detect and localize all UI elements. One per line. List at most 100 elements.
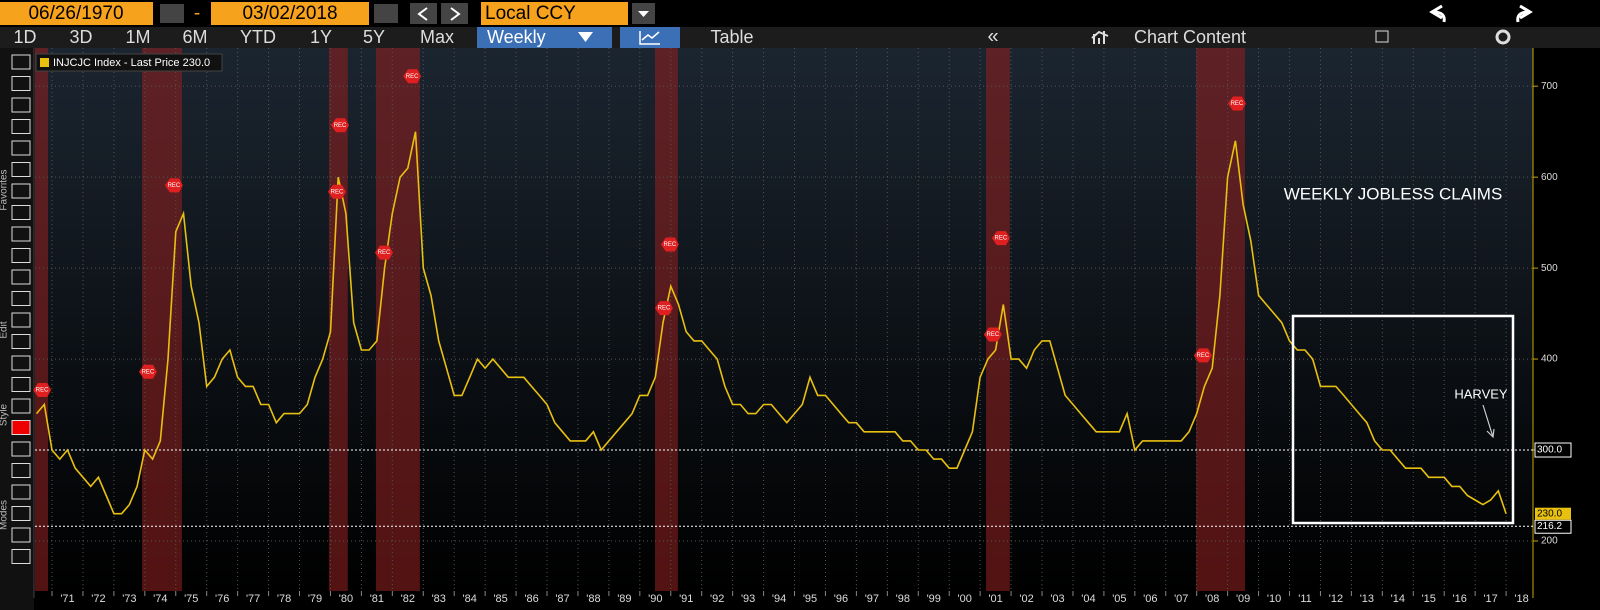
recession-label: REC: [378, 250, 391, 256]
recession-marker: [983, 327, 1002, 342]
side-label: Favorites: [0, 169, 10, 210]
tool-icon[interactable]: [11, 119, 31, 134]
x-tick-label: '82: [401, 593, 415, 605]
undo[interactable]: [1429, 4, 1446, 23]
recession-label: REC: [142, 369, 155, 375]
calendar-button[interactable]: [374, 4, 398, 23]
tool-icon[interactable]: [11, 441, 31, 457]
frequency: Weekly: [487, 27, 546, 47]
collapse[interactable]: «: [987, 25, 998, 47]
x-tick-label: '90: [648, 593, 662, 605]
tool-icon[interactable]: [11, 162, 31, 177]
next-button[interactable]: [441, 3, 468, 24]
tool-icon[interactable]: [11, 484, 31, 500]
x-tick-label: '15: [1422, 593, 1436, 605]
tool-icon[interactable]: [11, 54, 31, 70]
date-box[interactable]: [0, 2, 153, 25]
chart-type-button[interactable]: [620, 27, 680, 48]
tool-icon[interactable]: [11, 226, 31, 242]
tool-icon[interactable]: [11, 549, 31, 564]
x-tick-label: '97: [865, 593, 879, 605]
tool-icon[interactable]: [11, 291, 31, 306]
range-button[interactable]: 5Y: [363, 27, 385, 47]
range-button[interactable]: 1Y: [310, 27, 332, 47]
tool-icon[interactable]: [11, 183, 31, 199]
recession-label: REC: [331, 189, 344, 195]
tool-icon[interactable]: [11, 506, 31, 521]
recession-band: [375, 48, 420, 591]
x-tick-label: '88: [586, 593, 600, 605]
low-label: 216.2: [1537, 521, 1562, 532]
recession-band: [654, 48, 678, 591]
x-tick-label: '12: [1329, 593, 1343, 605]
x-tick-label: '99: [927, 593, 941, 605]
tool-icon[interactable]: [11, 398, 31, 414]
x-tick-label: '16: [1453, 593, 1467, 605]
x-tick-label: '06: [1143, 593, 1157, 605]
tool-icon[interactable]: [11, 463, 31, 478]
x-tick-label: '92: [710, 593, 724, 605]
tool-icon[interactable]: [11, 377, 31, 392]
tool-icon[interactable]: [11, 205, 31, 220]
x-tick-label: '00: [958, 593, 972, 605]
recession-marker: [164, 178, 183, 193]
dash: -: [194, 3, 200, 24]
range-button[interactable]: 1M: [125, 27, 150, 47]
tool-icon[interactable]: [11, 420, 31, 435]
tool-icon[interactable]: [11, 248, 31, 263]
x-tick-label: '02: [1019, 593, 1033, 605]
tool-icon[interactable]: [11, 76, 31, 91]
x-tick-label: '09: [1236, 593, 1250, 605]
y-tick-label: 400: [1541, 354, 1558, 365]
prev-icon: [417, 7, 428, 21]
tool-icon[interactable]: [11, 527, 31, 543]
reference-label: 300.0: [1537, 445, 1562, 456]
recession-band: [986, 48, 1010, 591]
recession-marker: [1227, 96, 1246, 111]
range-button[interactable]: 3D: [69, 27, 92, 47]
chart-content[interactable]: Chart Content: [1134, 27, 1246, 47]
x-tick-label: '85: [493, 593, 507, 605]
currency: Local CCY: [485, 3, 576, 24]
recession-label: REC: [986, 332, 999, 338]
range-button[interactable]: 1D: [13, 27, 36, 47]
next-icon: [450, 7, 461, 21]
edit-icon[interactable]: [1375, 30, 1389, 43]
x-tick-label: '84: [463, 593, 477, 605]
x-tick-label: '93: [741, 593, 755, 605]
x-tick-label: '10: [1267, 593, 1281, 605]
tool-icon[interactable]: [11, 97, 31, 113]
dropdown-icon: [638, 11, 649, 17]
currency-box[interactable]: [481, 2, 628, 25]
prev-button[interactable]: [410, 3, 437, 24]
recession-band: [1196, 48, 1245, 591]
date-box[interactable]: [211, 2, 369, 25]
tool-icon[interactable]: [11, 269, 31, 285]
x-tick-label: '89: [617, 593, 631, 605]
tool-icon[interactable]: [11, 140, 31, 156]
recession-label: REC: [1231, 101, 1244, 107]
x-tick-label: '73: [122, 593, 136, 605]
x-tick-label: '87: [555, 593, 569, 605]
table-tab[interactable]: Table: [710, 27, 753, 47]
x-tick-label: '80: [339, 593, 353, 605]
settings[interactable]: [1495, 29, 1511, 45]
recession-label: REC: [334, 123, 347, 129]
plot-area: [35, 48, 1533, 591]
x-tick-label: '74: [153, 593, 167, 605]
range-button[interactable]: 6M: [182, 27, 207, 47]
range-button[interactable]: Max: [420, 27, 454, 47]
redo[interactable]: [1516, 4, 1533, 23]
recession-band: [328, 48, 348, 591]
tool-icon[interactable]: [11, 334, 31, 349]
range-bar: [0, 27, 1600, 48]
calendar-button[interactable]: [160, 4, 184, 23]
range-button[interactable]: YTD: [240, 27, 276, 47]
content-icon: [1091, 30, 1109, 44]
x-tick-label: '81: [370, 593, 384, 605]
x-tick-label: '95: [803, 593, 817, 605]
tool-icon[interactable]: [11, 312, 31, 328]
value-box: [1534, 519, 1572, 534]
tool-icon[interactable]: [11, 355, 31, 371]
recession-marker: [327, 184, 346, 199]
